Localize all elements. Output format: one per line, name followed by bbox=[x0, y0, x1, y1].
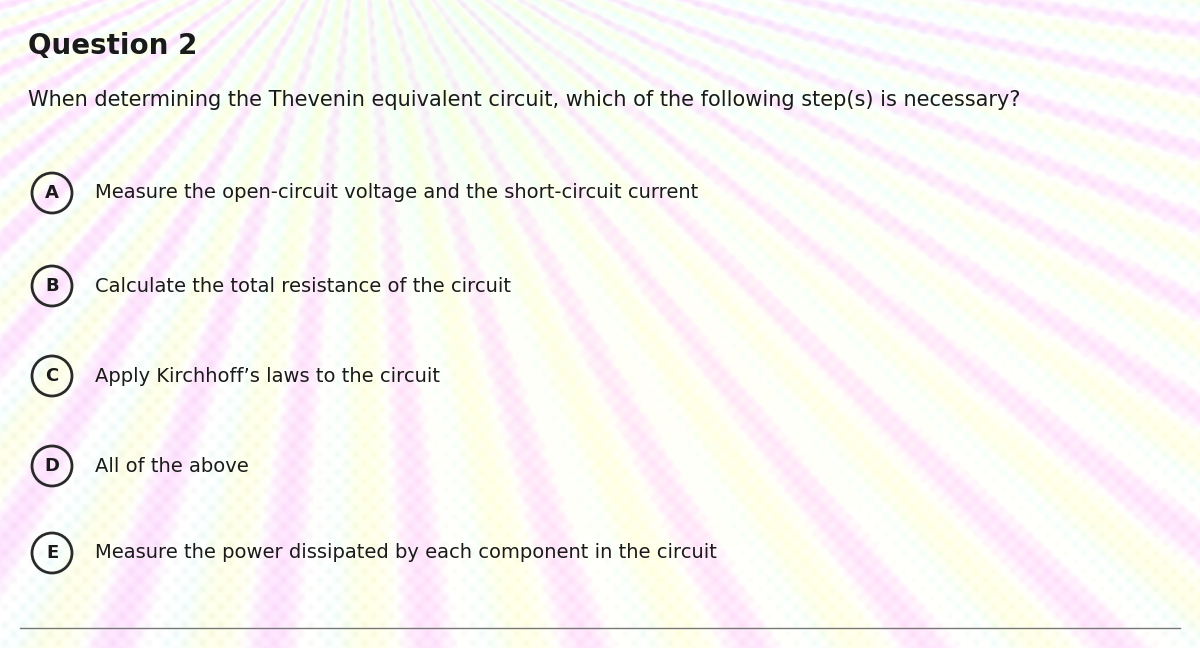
Text: A: A bbox=[46, 184, 59, 202]
Text: Apply Kirchhoff’s laws to the circuit: Apply Kirchhoff’s laws to the circuit bbox=[95, 367, 440, 386]
Text: All of the above: All of the above bbox=[95, 456, 248, 476]
Text: C: C bbox=[46, 367, 59, 385]
Text: B: B bbox=[46, 277, 59, 295]
Text: Measure the power dissipated by each component in the circuit: Measure the power dissipated by each com… bbox=[95, 544, 716, 562]
Text: Measure the open-circuit voltage and the short-circuit current: Measure the open-circuit voltage and the… bbox=[95, 183, 698, 202]
Text: Question 2: Question 2 bbox=[28, 32, 197, 60]
Text: E: E bbox=[46, 544, 58, 562]
Text: D: D bbox=[44, 457, 60, 475]
Text: When determining the Thevenin equivalent circuit, which of the following step(s): When determining the Thevenin equivalent… bbox=[28, 90, 1020, 110]
Text: Calculate the total resistance of the circuit: Calculate the total resistance of the ci… bbox=[95, 277, 511, 295]
